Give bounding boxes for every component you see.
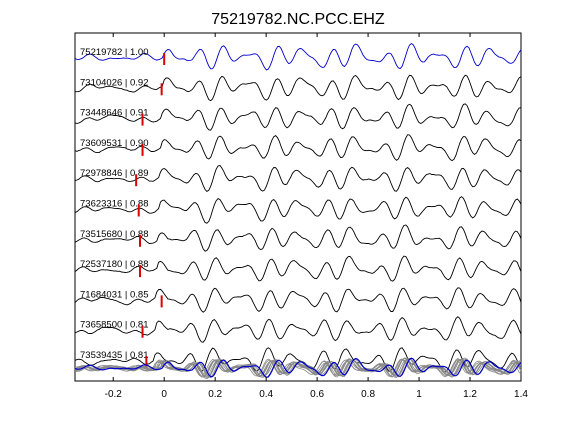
- trace-label: 73104026 | 0.92: [80, 77, 149, 88]
- trace-line: [74, 347, 522, 373]
- plot-frame: [74, 32, 522, 382]
- trace-line: [74, 42, 522, 71]
- pick-markers: [135, 53, 166, 368]
- x-tick-label: 0.6: [310, 389, 324, 400]
- trace-label: 72978846 | 0.89: [80, 168, 149, 179]
- stack-line: [74, 358, 522, 378]
- chart-title: 75219782.NC.PCC.EHZ: [211, 11, 385, 28]
- x-tick-label: 1.4: [514, 389, 528, 400]
- trace-line: [74, 255, 522, 282]
- trace-label: 73658500 | 0.81: [80, 320, 149, 331]
- trace-line: [74, 164, 522, 192]
- waveform-traces: [74, 42, 522, 373]
- x-tick-label: 0.2: [208, 389, 222, 400]
- x-tick-label: 1.2: [463, 389, 477, 400]
- trace-label: 71684031 | 0.85: [80, 289, 149, 300]
- trace-labels: 75219782 | 1.00 73104026 | 0.92 73448646 |…: [80, 47, 149, 361]
- x-tick-label: 0: [161, 389, 167, 400]
- trace-label: 73448646 | 0.91: [80, 108, 149, 119]
- trace-line: [74, 134, 522, 162]
- x-tick-label: 0.8: [361, 389, 375, 400]
- trace-label: 75219782 | 1.00: [80, 47, 149, 58]
- stack-line: [74, 358, 522, 378]
- stack-line: [74, 357, 522, 379]
- x-tick-label: -0.2: [105, 389, 123, 400]
- trace-line: [74, 287, 522, 313]
- trace-line: [74, 196, 522, 224]
- trace-label: 73609531 | 0.90: [80, 138, 149, 149]
- trace-line: [74, 74, 522, 102]
- trace-label: 73515680 | 0.88: [80, 229, 149, 240]
- x-tick-label: 1: [416, 389, 422, 400]
- trace-line: [74, 316, 522, 343]
- trace-label: 72537180 | 0.88: [80, 259, 149, 270]
- trace-label: 73539435 | 0.81: [80, 350, 149, 361]
- trace-label: 73623316 | 0.88: [80, 199, 149, 210]
- x-axis: -0.2 0 0.2 0.4 0.6 0.8 1 1.2 1.4: [105, 33, 528, 400]
- trace-line: [74, 103, 522, 131]
- stacked-overlay: [74, 357, 522, 380]
- x-tick-label: 0.4: [259, 389, 273, 400]
- trace-line: [74, 224, 522, 252]
